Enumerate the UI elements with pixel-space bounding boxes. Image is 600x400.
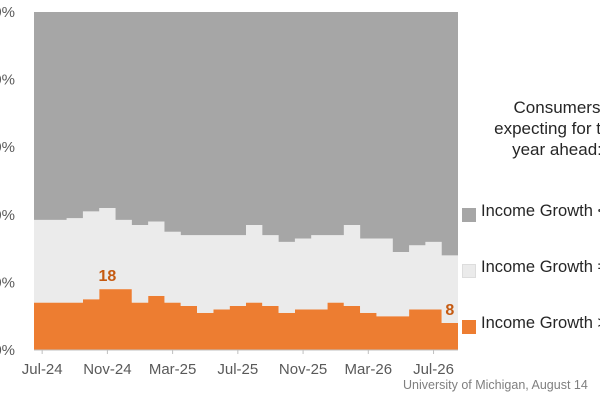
- x-tick-label: Mar-25: [149, 361, 197, 378]
- y-tick-label: 20%: [0, 274, 15, 291]
- data-label: 18: [99, 268, 117, 285]
- x-tick-label: Nov-25: [279, 361, 327, 378]
- x-tick-label: Nov-24: [83, 361, 131, 378]
- y-tick-label: 80%: [0, 72, 15, 89]
- series-area-above: [34, 289, 458, 350]
- legend-label-equal: Income Growth = Inflation: [481, 258, 600, 276]
- x-tick-label: Jul-24: [22, 361, 63, 378]
- y-tick-label: 60%: [0, 139, 15, 156]
- y-tick-label: 100%: [0, 4, 15, 21]
- source-note: University of Michigan, August 14: [403, 378, 588, 392]
- x-tick-label: Jul-26: [413, 361, 454, 378]
- series-area-equal: [34, 208, 458, 323]
- series-area-below: [34, 12, 458, 256]
- y-tick-label: 40%: [0, 207, 15, 224]
- legend-label-below: Income Growth < Inflation: [481, 202, 600, 220]
- legend-title: Consumers expecting for the year ahead:: [494, 98, 600, 159]
- legend-swatch-above: [462, 320, 476, 334]
- x-tick-label: Mar-26: [345, 361, 393, 378]
- y-tick-label: 0%: [0, 342, 15, 359]
- data-label: 8: [445, 302, 454, 319]
- legend-swatch-below: [462, 208, 476, 222]
- legend-swatch-equal: [462, 264, 476, 278]
- x-tick-label: Jul-25: [217, 361, 258, 378]
- legend-label-above: Income Growth > Inflation: [481, 314, 600, 332]
